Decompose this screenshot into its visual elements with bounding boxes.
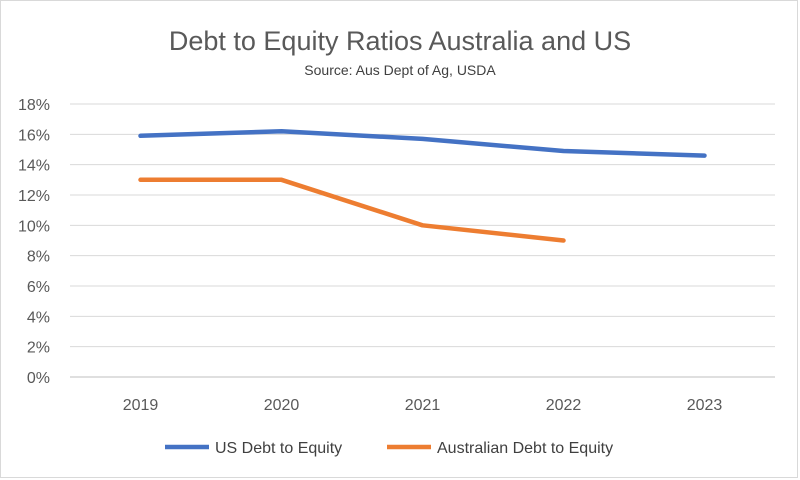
y-tick-label: 12% [18, 188, 50, 205]
chart-subtitle: Source: Aus Dept of Ag, USDA [304, 62, 496, 78]
x-tick-label: 2021 [405, 397, 441, 414]
series-line-us [138, 129, 707, 158]
y-tick-label: 18% [18, 97, 50, 114]
y-axis-ticks: 0% 2% 4% 6% 8% 10% 12% 14% 16% 18% [18, 97, 50, 387]
y-tick-label: 2% [27, 340, 50, 357]
y-tick-label: 14% [18, 158, 50, 175]
chart-title: Debt to Equity Ratios Australia and US [169, 26, 631, 56]
series-lines [138, 129, 707, 243]
y-tick-label: 8% [27, 249, 50, 266]
series-line-australia [138, 177, 566, 243]
gridlines [70, 103, 775, 378]
x-tick-label: 2019 [123, 397, 159, 414]
x-axis-ticks: 2019 2020 2021 2022 2023 [123, 397, 723, 414]
y-tick-label: 10% [18, 218, 50, 235]
y-tick-label: 6% [27, 279, 50, 296]
y-tick-label: 16% [18, 127, 50, 144]
x-tick-label: 2020 [264, 397, 300, 414]
x-tick-label: 2023 [687, 397, 723, 414]
legend: US Debt to Equity Australian Debt to Equ… [165, 440, 613, 457]
x-tick-label: 2022 [546, 397, 582, 414]
y-tick-label: 0% [27, 370, 50, 387]
legend-label-us: US Debt to Equity [215, 440, 342, 457]
legend-label-australia: Australian Debt to Equity [437, 440, 613, 457]
y-tick-label: 4% [27, 309, 50, 326]
